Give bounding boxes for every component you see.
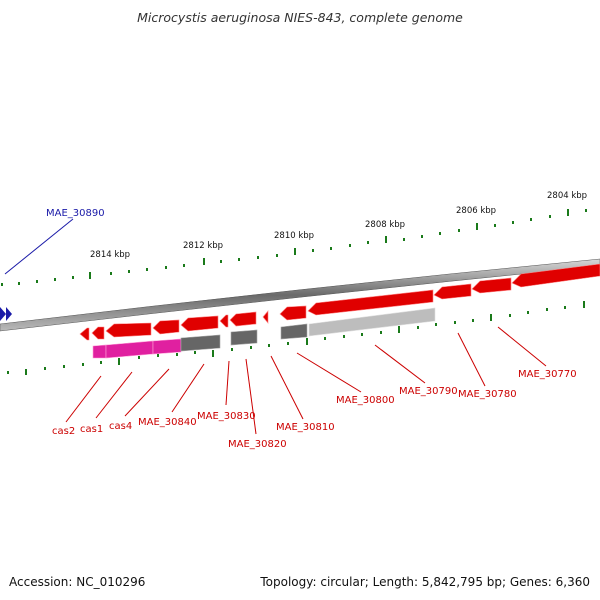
cas2-feature[interactable] <box>92 344 107 359</box>
mae-30820-feature[interactable] <box>230 329 258 346</box>
gene-label-mae-30830[interactable]: MAE_30830 <box>197 411 256 422</box>
leader-line <box>95 371 133 419</box>
gene-arrow[interactable] <box>279 305 307 321</box>
gene-arrow[interactable] <box>511 263 600 288</box>
accession-text: Accession: NC_010296 <box>9 575 145 589</box>
genome-summary-text: Topology: circular; Length: 5,842,795 bp… <box>259 575 590 589</box>
leader-line <box>457 332 486 387</box>
mae-30800-feature-light[interactable] <box>308 307 436 337</box>
leader-line <box>497 326 547 367</box>
coordinate-label: 2814 kbp <box>90 250 130 260</box>
gene-label-mae-30770[interactable]: MAE_30770 <box>518 369 577 380</box>
map-title: Microcystis aeruginosa NIES-843, complet… <box>137 10 463 25</box>
gene-label-cas4[interactable]: cas4 <box>109 421 132 432</box>
leader-line <box>124 368 170 417</box>
gene-label-mae-30800[interactable]: MAE_30800 <box>336 395 395 406</box>
coordinate-label: 2808 kbp <box>365 220 405 230</box>
leader-line <box>171 363 205 413</box>
coordinate-label: 2804 kbp <box>547 191 587 201</box>
label-leader-lines <box>4 218 547 435</box>
mae-30840-feature[interactable] <box>180 334 221 352</box>
leader-line <box>225 360 230 406</box>
leader-line <box>4 218 74 275</box>
gene-arrow[interactable] <box>229 311 257 327</box>
gene-arrow[interactable] <box>262 310 269 324</box>
gene-labels: MAE_30890 cas2 cas1 cas4 MAE_30840 MAE_3… <box>46 208 577 450</box>
gene-arrow[interactable] <box>105 322 152 338</box>
feature-track <box>92 307 436 359</box>
gene-arrow[interactable] <box>433 283 472 300</box>
gene-arrow[interactable] <box>307 289 434 316</box>
leader-line <box>296 352 362 393</box>
leader-line <box>245 358 257 435</box>
gene-arrow[interactable] <box>79 327 90 341</box>
mae-30800-feature-dark[interactable] <box>280 323 308 340</box>
coordinate-label: 2810 kbp <box>274 231 314 241</box>
coordinate-labels: 2814 kbp 2812 kbp 2810 kbp 2808 kbp 2806… <box>90 191 587 260</box>
gene-arrow[interactable] <box>91 326 105 340</box>
gene-arrow[interactable] <box>152 319 180 335</box>
cas1-feature[interactable] <box>105 340 154 359</box>
leader-line <box>374 344 426 384</box>
gene-track <box>79 263 600 341</box>
gene-label-mae-30820[interactable]: MAE_30820 <box>228 439 287 450</box>
inner-tick-ring <box>7 301 585 375</box>
gene-mae-30890-marker[interactable] <box>0 307 12 321</box>
gene-label-mae-30890[interactable]: MAE_30890 <box>46 208 105 219</box>
gene-label-mae-30810[interactable]: MAE_30810 <box>276 422 335 433</box>
outer-tick-ring <box>1 209 587 286</box>
gene-label-mae-30840[interactable]: MAE_30840 <box>138 417 197 428</box>
gene-label-mae-30780[interactable]: MAE_30780 <box>458 389 517 400</box>
coordinate-label: 2806 kbp <box>456 206 496 216</box>
gene-arrow[interactable] <box>219 314 229 328</box>
gene-label-cas1[interactable]: cas1 <box>80 424 103 435</box>
leader-line <box>270 355 304 420</box>
genome-backbone <box>0 258 600 332</box>
leader-line <box>65 375 102 423</box>
cas4-feature[interactable] <box>152 338 182 355</box>
gene-label-cas2[interactable]: cas2 <box>52 426 75 437</box>
gene-arrow[interactable] <box>471 277 512 294</box>
gene-label-mae-30790[interactable]: MAE_30790 <box>399 386 458 397</box>
gene-arrow[interactable] <box>180 315 219 332</box>
coordinate-label: 2812 kbp <box>183 241 223 251</box>
